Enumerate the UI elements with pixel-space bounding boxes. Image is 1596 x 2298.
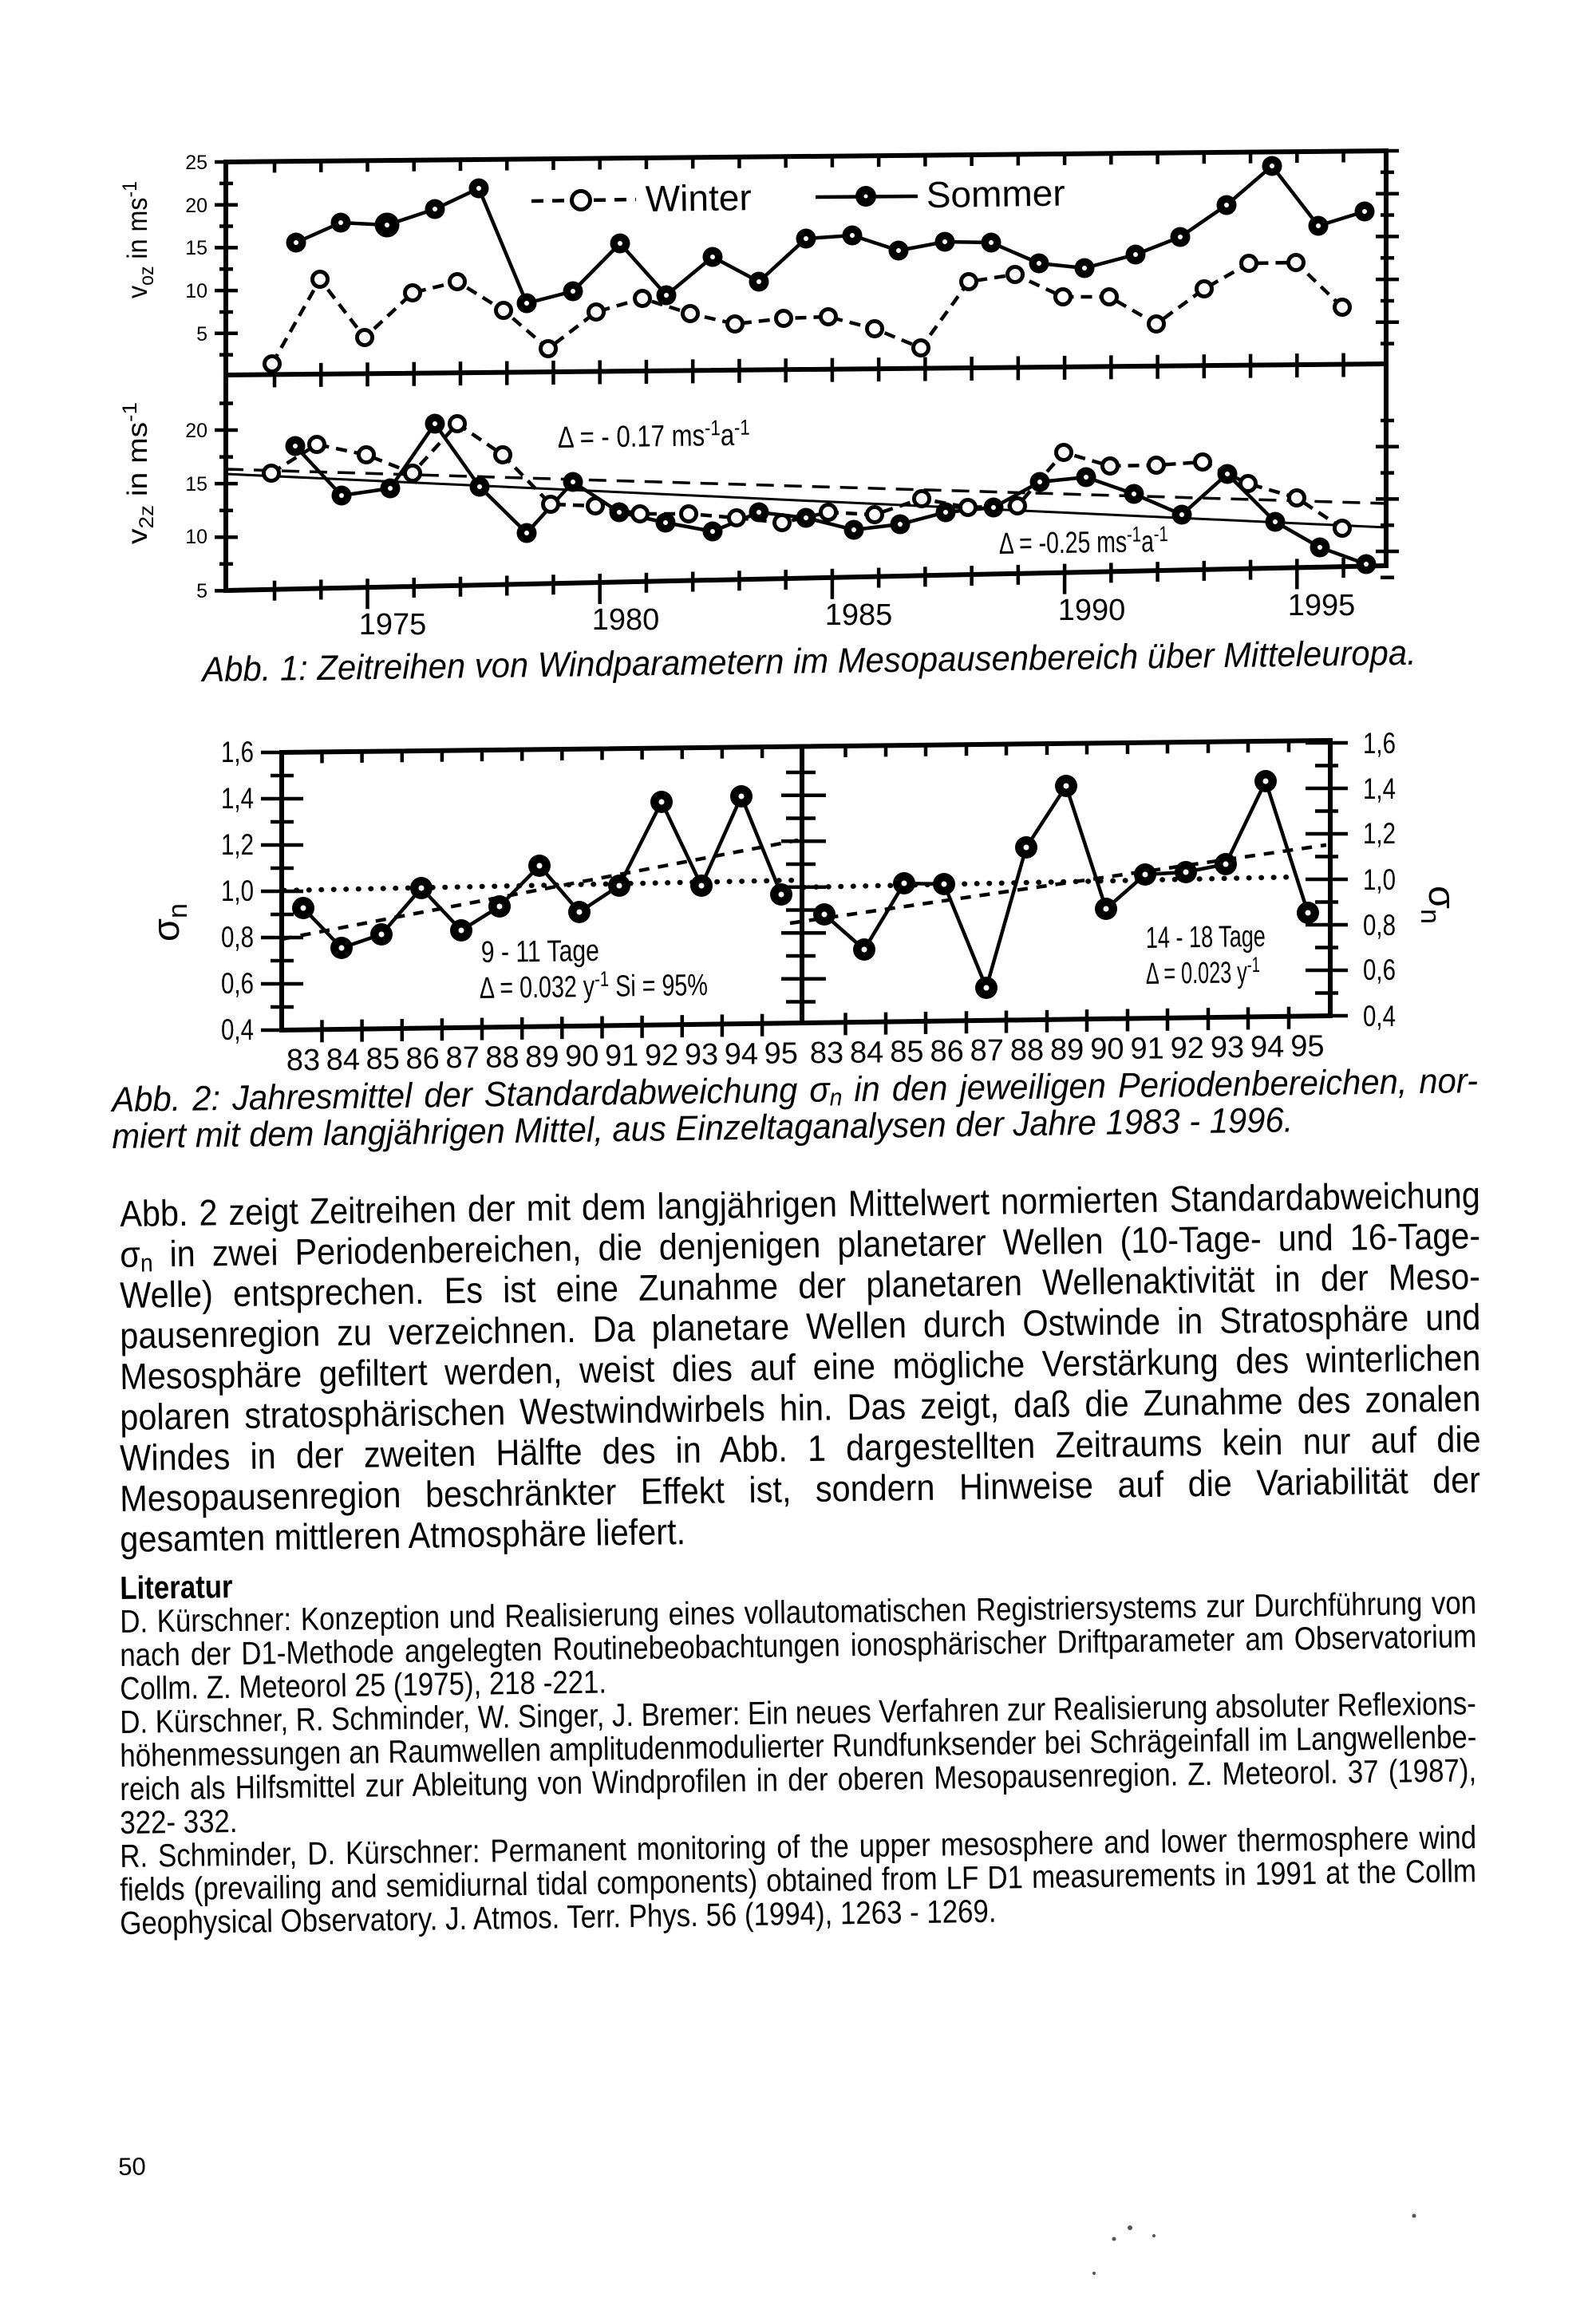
svg-text:Winter: Winter bbox=[645, 176, 752, 219]
svg-text:94: 94 bbox=[1250, 1030, 1284, 1064]
svg-text:Δ = -0.25 ms-1a-1: Δ = -0.25 ms-1a-1 bbox=[998, 522, 1168, 561]
svg-text:σn: σn bbox=[144, 903, 193, 942]
svg-text:1990: 1990 bbox=[1058, 594, 1126, 627]
svg-text:1,6: 1,6 bbox=[1363, 727, 1396, 760]
svg-text:83: 83 bbox=[286, 1044, 320, 1077]
svg-text:95: 95 bbox=[764, 1037, 798, 1071]
svg-text:1,0: 1,0 bbox=[221, 875, 254, 907]
svg-text:85: 85 bbox=[366, 1043, 400, 1076]
svg-text:20: 20 bbox=[185, 420, 207, 442]
svg-text:Δ = - 0.17 ms-1a-1: Δ = - 0.17 ms-1a-1 bbox=[557, 416, 750, 455]
svg-text:89: 89 bbox=[525, 1040, 559, 1074]
svg-text:1975: 1975 bbox=[359, 608, 427, 642]
svg-text:5: 5 bbox=[196, 323, 207, 345]
svg-text:1980: 1980 bbox=[592, 603, 660, 637]
svg-text:0,8: 0,8 bbox=[221, 921, 254, 954]
svg-text:0,4: 0,4 bbox=[221, 1013, 254, 1046]
svg-text:0,6: 0,6 bbox=[221, 967, 254, 1000]
svg-text:84: 84 bbox=[850, 1036, 883, 1069]
svg-text:10: 10 bbox=[185, 280, 207, 302]
svg-text:0,6: 0,6 bbox=[1363, 954, 1396, 986]
svg-text:89: 89 bbox=[1050, 1033, 1084, 1067]
svg-text:1985: 1985 bbox=[825, 598, 893, 632]
svg-text:91: 91 bbox=[605, 1039, 638, 1072]
svg-text:σn: σn bbox=[1415, 886, 1464, 924]
svg-text:1,0: 1,0 bbox=[1363, 863, 1396, 896]
svg-text:84: 84 bbox=[326, 1043, 360, 1076]
svg-text:15: 15 bbox=[185, 237, 207, 259]
svg-text:10: 10 bbox=[185, 526, 207, 548]
svg-text:0,4: 0,4 bbox=[1363, 1000, 1396, 1033]
svg-text:20: 20 bbox=[185, 195, 207, 217]
svg-text:88: 88 bbox=[485, 1041, 519, 1075]
svg-text:14 - 18 Tage: 14 - 18 Tage bbox=[1146, 920, 1266, 955]
svg-text:85: 85 bbox=[890, 1036, 923, 1069]
svg-text:v2z in ms-1: v2z in ms-1 bbox=[119, 402, 158, 544]
svg-text:86: 86 bbox=[930, 1035, 963, 1068]
svg-text:90: 90 bbox=[565, 1040, 598, 1073]
svg-text:93: 93 bbox=[685, 1038, 718, 1072]
svg-text:87: 87 bbox=[445, 1041, 479, 1075]
svg-text:Sommer: Sommer bbox=[926, 172, 1065, 215]
svg-text:15: 15 bbox=[185, 473, 207, 496]
svg-text:90: 90 bbox=[1090, 1033, 1124, 1066]
svg-text:1995: 1995 bbox=[1288, 589, 1356, 622]
svg-text:94: 94 bbox=[725, 1037, 758, 1071]
svg-text:1,6: 1,6 bbox=[221, 736, 254, 768]
svg-text:25: 25 bbox=[185, 152, 207, 174]
svg-text:91: 91 bbox=[1130, 1032, 1163, 1065]
svg-text:92: 92 bbox=[1171, 1032, 1204, 1065]
svg-text:Δ = 0.023 y-1: Δ = 0.023 y-1 bbox=[1145, 953, 1260, 991]
svg-text:1,2: 1,2 bbox=[1363, 817, 1396, 850]
svg-text:83: 83 bbox=[810, 1036, 843, 1070]
svg-text:86: 86 bbox=[406, 1042, 440, 1076]
svg-text:0,8: 0,8 bbox=[1363, 909, 1396, 942]
svg-text:93: 93 bbox=[1211, 1031, 1244, 1064]
svg-text:92: 92 bbox=[645, 1039, 678, 1072]
svg-text:1,4: 1,4 bbox=[1363, 772, 1396, 805]
svg-text:voz in ms-1: voz in ms-1 bbox=[119, 181, 158, 298]
svg-text:88: 88 bbox=[1010, 1034, 1044, 1068]
svg-text:95: 95 bbox=[1290, 1030, 1324, 1064]
svg-text:1,4: 1,4 bbox=[221, 782, 254, 815]
svg-text:9 - 11 Tage: 9 - 11 Tage bbox=[481, 934, 600, 969]
svg-text:Δ = 0.032 y-1 Si = 95%: Δ = 0.032 y-1 Si = 95% bbox=[479, 965, 708, 1005]
svg-text:5: 5 bbox=[196, 580, 207, 602]
svg-text:87: 87 bbox=[970, 1034, 1004, 1068]
svg-text:1,2: 1,2 bbox=[221, 828, 254, 861]
